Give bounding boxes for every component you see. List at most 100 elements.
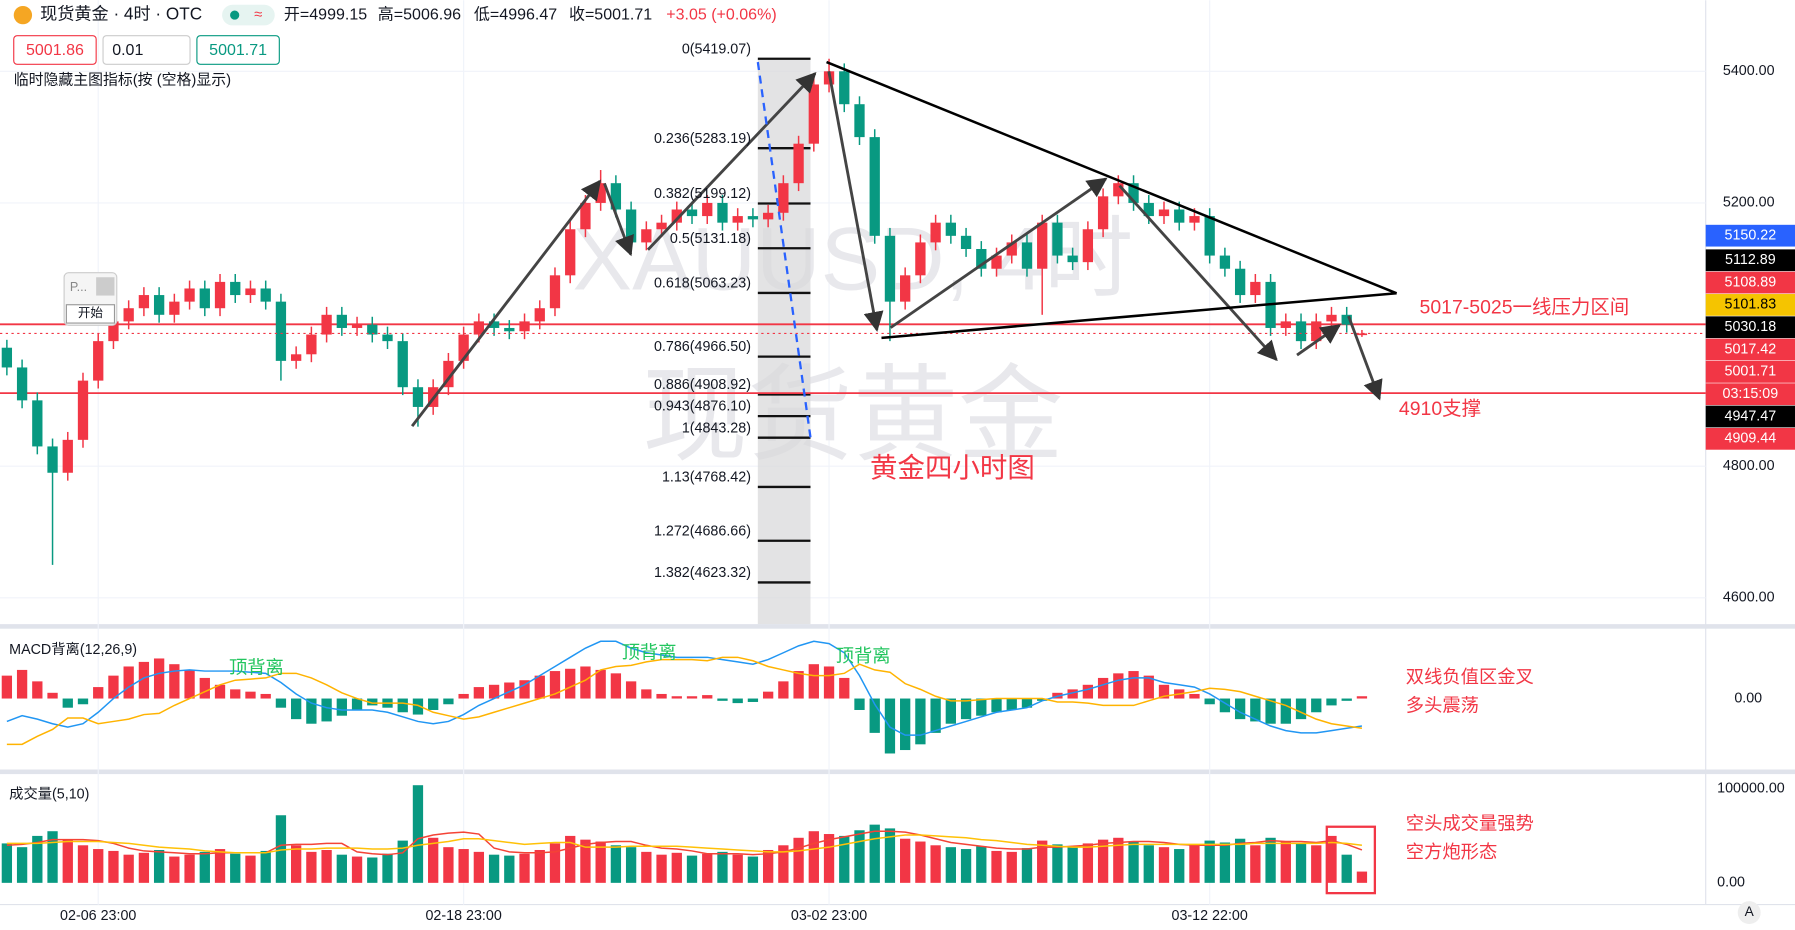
macd-bar <box>1067 689 1078 699</box>
volume-bar <box>260 850 271 883</box>
macd-bar <box>976 698 987 716</box>
x-tick-label: 02-06 23:00 <box>60 908 136 924</box>
volume-bar <box>762 849 774 883</box>
macd-bar <box>62 698 73 708</box>
popup-button[interactable] <box>65 304 116 324</box>
candle-body <box>367 324 378 335</box>
pane-title: 成交量(5,10) <box>9 784 89 802</box>
qty-input[interactable] <box>102 35 191 65</box>
corner-button[interactable] <box>1737 901 1761 925</box>
volume-bar <box>534 849 545 883</box>
volume-bar <box>1356 871 1368 883</box>
fib-label: 0.943(4876.10) <box>654 399 751 415</box>
macd-bar <box>671 696 682 699</box>
macd-bar <box>625 681 637 699</box>
volume-bar <box>1128 841 1139 883</box>
ohlc-low: 低=4996.47 <box>474 5 557 23</box>
fib-label: 0.618(5063.23) <box>654 276 751 292</box>
volume-bar <box>108 850 119 883</box>
status-icon: ≈ <box>254 7 262 23</box>
macd-bar <box>336 698 347 716</box>
candle-body <box>960 235 972 249</box>
macd-bar <box>1204 698 1215 705</box>
candle-body <box>275 301 287 361</box>
volume-bar <box>336 854 347 883</box>
volume-bar <box>641 851 652 883</box>
macd-bar <box>1082 684 1094 699</box>
macd-bar <box>930 698 941 733</box>
qty: 0.01 <box>112 41 143 59</box>
macd-bar <box>778 681 789 699</box>
candle-body <box>1280 321 1291 328</box>
popup-close[interactable] <box>96 277 115 296</box>
volume-bar <box>1097 839 1109 883</box>
volume-bar <box>1006 851 1017 883</box>
popup-title: P... <box>70 280 87 294</box>
volume-bar <box>656 854 667 883</box>
candle-body <box>504 327 515 332</box>
candle-body <box>184 288 195 302</box>
candle-body <box>762 212 774 220</box>
candle-body <box>1097 196 1109 230</box>
sell-button[interactable] <box>13 35 97 65</box>
candle-body <box>382 334 393 342</box>
volume-bar <box>123 854 134 883</box>
price-tag-label: 5017.42 <box>1725 341 1777 357</box>
volume-bar <box>153 849 165 883</box>
candle-body <box>199 288 210 309</box>
volume-bar <box>808 831 819 883</box>
macd-line <box>6 656 1363 746</box>
trend-arrow <box>410 179 602 427</box>
volume-bar <box>1143 845 1154 883</box>
price-tag <box>1705 427 1795 450</box>
macd-bar <box>245 691 256 699</box>
volume-bar <box>306 851 317 883</box>
macd-bar <box>32 681 43 699</box>
candle-body <box>336 314 347 328</box>
volume-bar <box>1 843 13 883</box>
volume-bar <box>549 843 561 883</box>
volume-bar <box>291 845 302 883</box>
candle-body <box>321 314 332 335</box>
volume-bar <box>884 828 896 883</box>
candle-body <box>443 360 454 388</box>
candle-body <box>1006 242 1017 256</box>
macd-bar <box>504 682 515 699</box>
volume-bar <box>488 854 500 883</box>
volume-bar <box>823 834 835 883</box>
macd-bar <box>534 675 545 699</box>
trend-arrow <box>827 70 884 332</box>
candle-body <box>549 275 561 309</box>
x-tick-label: 02-18 23:00 <box>425 908 501 924</box>
macd-bar <box>1311 698 1322 713</box>
candle-body <box>793 143 804 184</box>
candle-body <box>1250 281 1261 296</box>
y-tick-label: 5200.00 <box>1723 195 1775 211</box>
sell-price: 5001.86 <box>26 41 84 59</box>
macd-bar <box>230 689 241 699</box>
candle-body <box>534 308 545 322</box>
countdown: 03:15:09 <box>1723 386 1779 402</box>
candle-body <box>565 229 576 276</box>
candle-body <box>671 209 682 223</box>
candle-body <box>1052 222 1063 256</box>
volume-bar <box>382 853 393 883</box>
candle-body <box>625 209 637 243</box>
y-tick-label: 100000.00 <box>1717 781 1785 797</box>
popup-button-label: 开始 <box>78 306 104 320</box>
macd-bar <box>839 677 850 699</box>
macd-bar <box>945 698 956 724</box>
candle-body <box>351 324 363 328</box>
buy-button[interactable] <box>196 35 280 65</box>
fib-label: 0.236(5283.19) <box>654 131 751 147</box>
candle-body <box>488 321 500 328</box>
volume-bar <box>915 841 926 883</box>
volume-bar <box>732 854 743 883</box>
volume-bar <box>428 837 439 883</box>
macd-bar <box>199 677 210 699</box>
macd-bar <box>1143 675 1154 699</box>
trend-arrow <box>603 182 634 257</box>
price-tag <box>1705 294 1795 316</box>
candle-body <box>153 295 165 315</box>
